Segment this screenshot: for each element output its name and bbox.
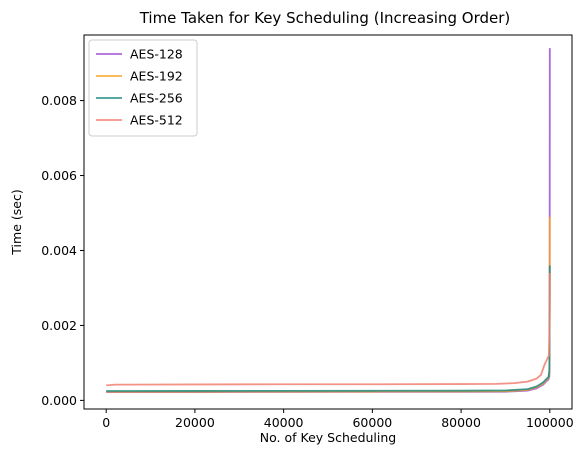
y-axis-label: Time (sec) [9,189,24,255]
legend-label-aes-128: AES-128 [130,47,183,62]
series-line-aes-512 [106,272,551,387]
series-layer [106,48,551,394]
y-tick-label: 0.000 [41,393,77,408]
legend-box [88,39,198,137]
x-tick-label: 60000 [352,415,392,430]
x-tick-label: 0 [102,415,110,430]
legend: AES-128 AES-192 AES-256 AES-512 [88,39,198,137]
x-tick-label: 80000 [441,415,481,430]
x-axis: 0 20000 40000 60000 80000 100000 [102,409,574,430]
y-tick-label: 0.008 [41,93,77,108]
legend-label-aes-512: AES-512 [130,113,183,128]
legend-label-aes-256: AES-256 [130,91,183,106]
x-tick-label: 40000 [264,415,304,430]
x-tick-label: 100000 [526,415,574,430]
y-tick-label: 0.004 [41,243,77,258]
chart-title: Time Taken for Key Scheduling (Increasin… [139,9,511,27]
y-axis: 0.000 0.002 0.004 0.006 0.008 [41,93,84,408]
plot-frame [83,34,573,410]
y-tick-label: 0.006 [41,168,77,183]
series-line-aes-256 [106,265,551,392]
x-axis-label: No. of Key Scheduling [260,430,396,445]
x-tick-label: 20000 [175,415,215,430]
legend-label-aes-192: AES-192 [130,69,183,84]
y-tick-label: 0.002 [41,318,77,333]
